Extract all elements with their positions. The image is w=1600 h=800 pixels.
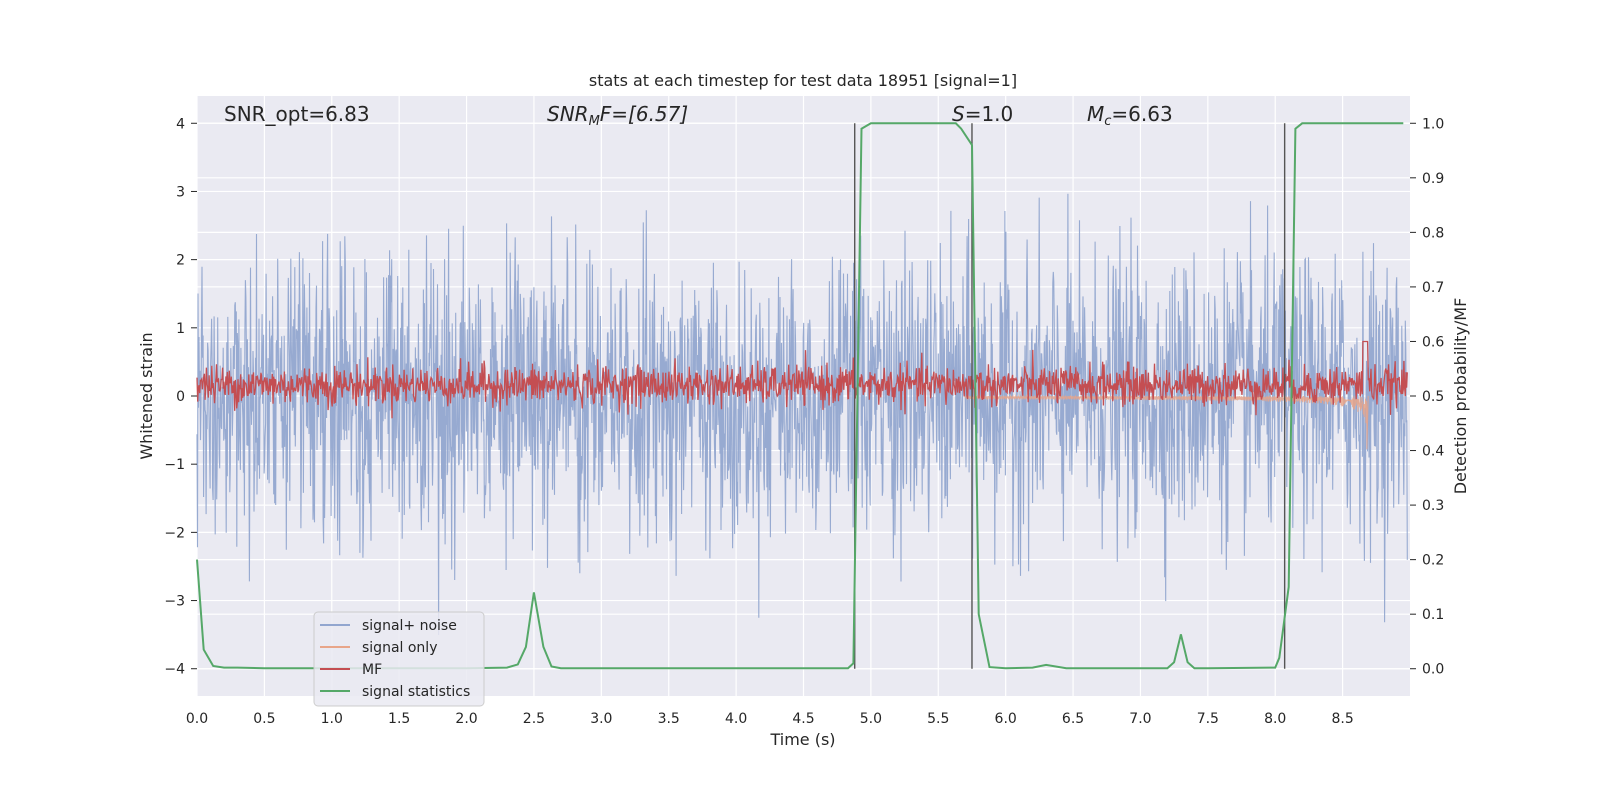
mf-series (196, 340, 1408, 419)
y-left-axis-ticks: −4 −3 −2 −1 0 1 2 3 4 (164, 116, 197, 678)
annotation-snr-mf-sub: M (589, 114, 600, 129)
x-tick-label: 6.0 (995, 711, 1017, 727)
y-right-tick-label: 0.8 (1422, 225, 1444, 241)
annotation-mc-rest: =6.63 (1111, 102, 1172, 126)
y-right-axis-ticks: 0.0 0.1 0.2 0.3 0.4 0.5 0.6 0.7 0.8 0.9 1.0 (1410, 116, 1444, 678)
x-tick-label: 4.0 (725, 711, 747, 727)
x-tick-label: 4.5 (792, 711, 814, 727)
annotation-mc-main: M (1087, 102, 1104, 126)
y-left-tick-label: −1 (164, 457, 185, 473)
x-tick-label: 5.5 (927, 711, 949, 727)
y-right-tick-label: 0.3 (1422, 498, 1444, 514)
x-tick-label: 7.0 (1129, 711, 1151, 727)
chart-title: stats at each timestep for test data 189… (589, 71, 1017, 90)
signal-noise-series (196, 193, 1408, 636)
annotation-snr-opt: SNR_opt=6.83 (224, 102, 370, 126)
x-tick-label: 0.5 (253, 711, 275, 727)
x-tick-label: 3.0 (590, 711, 612, 727)
y-left-tick-label: −4 (164, 662, 185, 678)
annotation-s-rest: =1.0 (965, 102, 1014, 126)
x-tick-label: 7.5 (1197, 711, 1219, 727)
y-right-tick-label: 0.9 (1422, 171, 1444, 187)
x-tick-label: 1.0 (321, 711, 343, 727)
y-left-tick-label: −3 (164, 594, 185, 610)
y-right-tick-label: 0.1 (1422, 607, 1444, 623)
legend-label-signal-statistics: signal statistics (362, 684, 470, 700)
y-right-tick-label: 0.6 (1422, 334, 1444, 350)
y-left-tick-label: 1 (176, 321, 185, 337)
y-right-tick-label: 0.2 (1422, 553, 1444, 569)
legend: signal+ noise signal only MF signal stat… (313, 611, 485, 707)
y-right-tick-label: 0.4 (1422, 444, 1444, 460)
annotation-snr-mf-rest: F=[6.57] (600, 102, 688, 126)
x-tick-label: 2.5 (523, 711, 545, 727)
annotation-snr-mf-main: SNR (547, 102, 589, 126)
legend-label-signal-noise: signal+ noise (362, 618, 457, 634)
legend-box (313, 611, 485, 707)
y-right-tick-label: 1.0 (1422, 116, 1444, 132)
y-left-tick-label: 2 (176, 253, 185, 269)
annotation-mc-sub: c (1104, 114, 1111, 129)
x-axis-label: Time (s) (769, 730, 835, 749)
legend-label-signal-only: signal only (362, 640, 437, 656)
y-right-tick-label: 0.7 (1422, 280, 1444, 296)
annotation-s-main: S (952, 102, 965, 126)
y-left-tick-label: 4 (176, 116, 185, 132)
mf-line (196, 340, 1408, 419)
x-tick-label: 2.0 (455, 711, 477, 727)
x-tick-label: 1.5 (388, 711, 410, 727)
x-axis-ticks: 0.0 0.5 1.0 1.5 2.0 2.5 3.0 3.5 4.0 4.5 5.0 5.5 6.0 6… (186, 711, 1354, 727)
annotation-mc: Mc=6.63 (1087, 102, 1173, 129)
x-tick-label: 6.5 (1062, 711, 1084, 727)
y-right-axis-label: Detection probability/MF (1451, 298, 1470, 495)
x-tick-label: 3.5 (658, 711, 680, 727)
x-tick-label: 8.0 (1264, 711, 1286, 727)
x-tick-label: 0.0 (186, 711, 208, 727)
y-right-tick-label: 0.5 (1422, 389, 1444, 405)
y-left-tick-label: 0 (176, 389, 185, 405)
y-left-axis-label: Whitened strain (137, 332, 156, 459)
legend-label-mf: MF (362, 662, 382, 678)
annotation-snr-mf: SNRMF=[6.57] (547, 102, 688, 129)
x-tick-label: 5.0 (860, 711, 882, 727)
y-left-tick-label: −2 (164, 525, 185, 541)
y-left-tick-label: 3 (176, 184, 185, 200)
signal-noise-line (196, 193, 1408, 636)
x-tick-label: 8.5 (1331, 711, 1353, 727)
plot-area (196, 96, 1410, 696)
y-right-tick-label: 0.0 (1422, 662, 1444, 678)
annotation-s: S=1.0 (952, 102, 1013, 126)
